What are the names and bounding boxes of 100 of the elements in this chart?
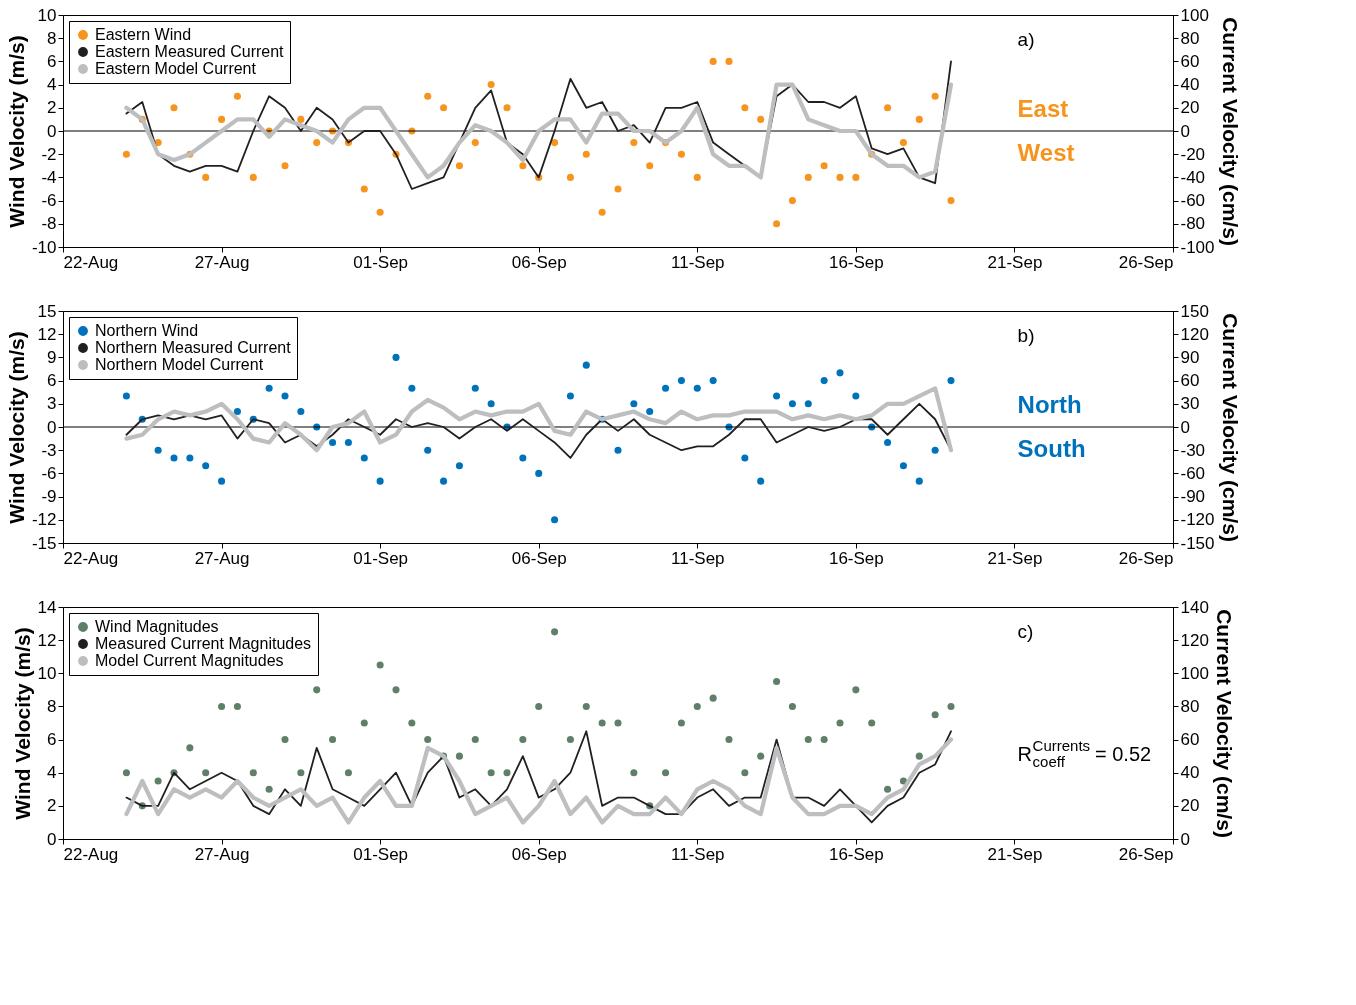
y2-tick-label: 0 (1180, 829, 1190, 849)
y2-tick-label: 0 (1180, 121, 1190, 141)
y2-tick-label: -80 (1180, 214, 1206, 234)
y2-tick-label: -120 (1180, 510, 1215, 530)
y-tick-label: 14 (37, 597, 57, 617)
y2-axis-title: Current Velocity (cm/s) (1218, 17, 1242, 246)
y-tick-label: -4 (41, 167, 57, 187)
y2-tick-label: 60 (1180, 371, 1200, 391)
x-tick-label: 16-Sep (828, 548, 884, 568)
legend-label: Eastern Measured Current (95, 43, 285, 60)
y-tick-label: -9 (41, 487, 57, 507)
annotation: North (1017, 391, 1082, 419)
y-tick-label: -15 (31, 533, 57, 553)
y2-tick-label: 20 (1180, 98, 1200, 118)
y-tick-label: 0 (47, 121, 57, 141)
y2-tick-label: 60 (1180, 730, 1200, 750)
y-tick-label: 6 (47, 730, 57, 750)
x-tick-label: 26-Sep (1118, 844, 1174, 864)
y-tick-label: 8 (47, 28, 57, 48)
x-tick-label: 11-Sep (671, 548, 725, 568)
x-tick-label: 21-Sep (987, 548, 1043, 568)
y2-tick-label: -100 (1180, 237, 1215, 257)
y2-tick-label: 90 (1180, 347, 1200, 367)
y2-axis-title: Current Velocity (cm/s) (1212, 609, 1236, 838)
x-tick-label: 01-Sep (353, 844, 409, 864)
y-tick-label: 12 (37, 324, 57, 344)
legend-label: Eastern Wind (95, 26, 192, 43)
x-tick-label: 26-Sep (1118, 252, 1174, 272)
x-tick-label: 16-Sep (828, 252, 884, 272)
x-tick-label: 27-Aug (194, 844, 250, 864)
y-tick-label: 0 (47, 829, 57, 849)
annotation: East (1017, 95, 1069, 123)
x-tick-label: 06-Sep (511, 252, 567, 272)
y-tick-label: -10 (31, 237, 57, 257)
x-tick-label: 27-Aug (194, 252, 250, 272)
y2-tick-label: -60 (1180, 463, 1206, 483)
y2-tick-label: -150 (1180, 533, 1215, 553)
y2-tick-label: 150 (1180, 301, 1209, 321)
x-tick-label: 01-Sep (353, 548, 409, 568)
annotation: South (1017, 435, 1086, 463)
y2-tick-label: 100 (1180, 5, 1209, 25)
y2-tick-label: 40 (1180, 763, 1200, 783)
y-tick-label: 10 (37, 663, 57, 683)
legend-label: Model Current Magnitudes (95, 652, 284, 669)
legend-label: Wind Magnitudes (95, 618, 219, 635)
x-tick-label: 22-Aug (63, 844, 119, 864)
y2-tick-label: 0 (1180, 417, 1190, 437)
y2-tick-label: 60 (1180, 51, 1200, 71)
x-tick-label: 22-Aug (63, 252, 119, 272)
y-axis-title: Wind Velocity (m/s) (4, 35, 28, 228)
y-tick-label: 8 (47, 696, 57, 716)
y-tick-label: -3 (41, 440, 57, 460)
y-tick-label: 15 (37, 301, 57, 321)
y2-tick-label: 20 (1180, 796, 1200, 816)
y2-tick-label: -60 (1180, 191, 1206, 211)
y-tick-label: -8 (41, 214, 57, 234)
y2-tick-label: 120 (1180, 324, 1209, 344)
y2-tick-label: 120 (1180, 630, 1209, 650)
x-tick-label: 11-Sep (671, 844, 725, 864)
legend-label: Northern Wind (95, 322, 199, 339)
y-axis-title: Wind Velocity (m/s) (4, 331, 28, 524)
y-tick-label: 0 (47, 417, 57, 437)
y-tick-label: 2 (47, 98, 57, 118)
annotation: a) (1017, 29, 1035, 50)
y2-tick-label: -30 (1180, 440, 1206, 460)
y-tick-label: 4 (47, 763, 57, 783)
y-tick-label: 12 (37, 630, 57, 650)
y-tick-label: 10 (37, 5, 57, 25)
y-tick-label: -12 (31, 510, 57, 530)
x-tick-label: 27-Aug (194, 548, 250, 568)
x-tick-label: 16-Sep (828, 844, 884, 864)
y2-tick-label: 80 (1180, 28, 1200, 48)
y2-tick-label: 40 (1180, 75, 1200, 95)
annotation: West (1017, 139, 1075, 167)
annotation: b) (1017, 325, 1035, 346)
y2-tick-label: -40 (1180, 167, 1206, 187)
y-tick-label: 2 (47, 796, 57, 816)
y-tick-label: 9 (47, 347, 57, 367)
x-tick-label: 11-Sep (671, 252, 725, 272)
y2-tick-label: 100 (1180, 663, 1209, 683)
annotation: c) (1017, 621, 1034, 642)
legend-label: Northern Model Current (95, 356, 264, 373)
y2-tick-label: 30 (1180, 394, 1200, 414)
legend-label: Northern Measured Current (95, 339, 292, 356)
y-tick-label: -6 (41, 463, 57, 483)
legend-label: Eastern Model Current (95, 60, 257, 77)
y2-tick-label: 140 (1180, 597, 1209, 617)
y-tick-label: 6 (47, 371, 57, 391)
y2-axis-title: Current Velocity (cm/s) (1218, 313, 1242, 542)
x-tick-label: 22-Aug (63, 548, 119, 568)
y-tick-label: -2 (41, 144, 57, 164)
y-axis-title: Wind Velocity (m/s) (10, 627, 34, 820)
x-tick-label: 26-Sep (1118, 548, 1174, 568)
y-tick-label: 4 (47, 75, 57, 95)
y2-tick-label: -90 (1180, 487, 1206, 507)
legend-label: Measured Current Magnitudes (95, 635, 312, 652)
y-tick-label: 6 (47, 51, 57, 71)
y2-tick-label: -20 (1180, 144, 1206, 164)
y-tick-label: -6 (41, 191, 57, 211)
x-tick-label: 01-Sep (353, 252, 409, 272)
